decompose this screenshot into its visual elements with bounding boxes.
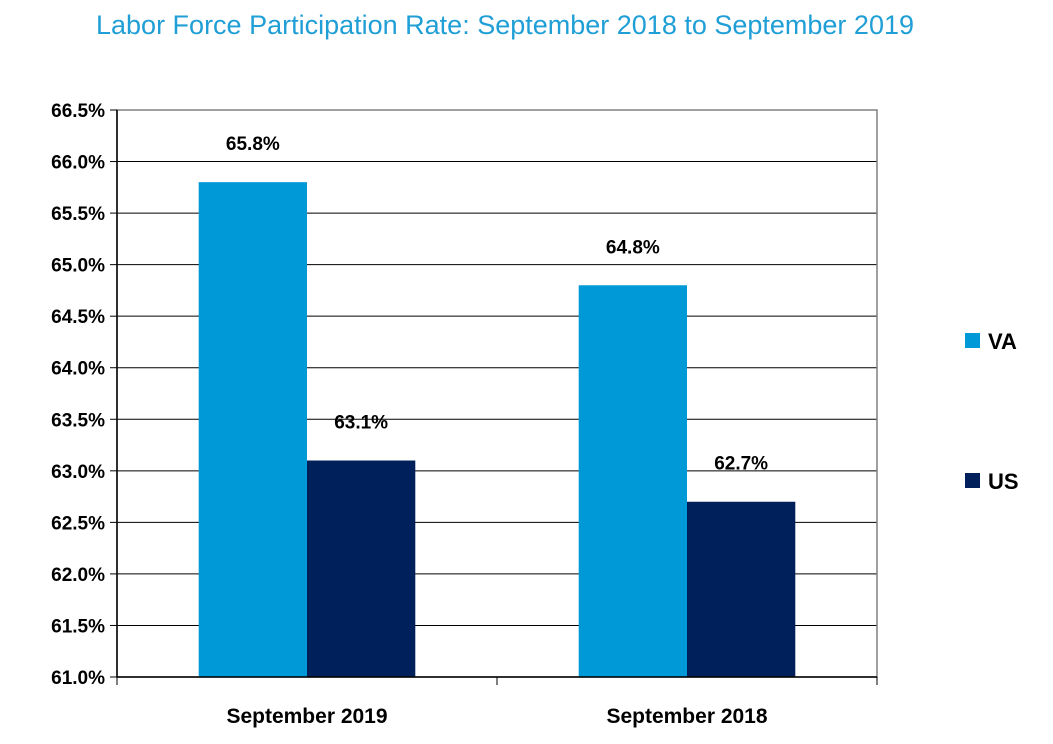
- data-label: 64.8%: [606, 237, 660, 258]
- x-category-label: September 2019: [226, 705, 387, 728]
- legend-swatch-us: [965, 473, 980, 488]
- bar-us: [307, 460, 416, 677]
- x-category-label: September 2018: [606, 705, 767, 728]
- axes: 61.0% 61.5% 62.0% 62.5% 63.0% 63.5% 64.0% 64.5%…: [51, 101, 878, 728]
- data-label: 63.1%: [334, 413, 388, 434]
- bar-us: [687, 501, 796, 677]
- legend-label-us: US: [988, 469, 1019, 494]
- bar-va: [198, 182, 307, 677]
- legend-swatch-va: [965, 333, 980, 348]
- y-tick-label: 64.0%: [51, 359, 105, 380]
- legend: VA US: [965, 329, 1019, 494]
- y-tick-label: 64.5%: [51, 307, 105, 328]
- y-tick-label: 66.5%: [51, 101, 105, 122]
- data-label: 65.8%: [226, 134, 280, 155]
- y-tick-label: 61.0%: [51, 668, 105, 689]
- y-tick-label: 61.5%: [51, 616, 105, 637]
- y-tick-label: 63.0%: [51, 462, 105, 483]
- y-tick-label: 65.0%: [51, 256, 105, 277]
- y-tick-label: 62.5%: [51, 513, 105, 534]
- bars: [198, 182, 796, 677]
- y-tick-label: 66.0%: [51, 153, 105, 174]
- legend-label-va: VA: [988, 329, 1017, 354]
- bar-va: [578, 285, 687, 677]
- data-labels: 65.8% 63.1% 64.8% 62.7%: [226, 134, 768, 475]
- data-label: 62.7%: [714, 454, 768, 475]
- chart-title: Labor Force Participation Rate: Septembe…: [96, 10, 914, 40]
- y-tick-label: 62.0%: [51, 565, 105, 586]
- y-tick-label: 63.5%: [51, 410, 105, 431]
- y-tick-label: 65.5%: [51, 204, 105, 225]
